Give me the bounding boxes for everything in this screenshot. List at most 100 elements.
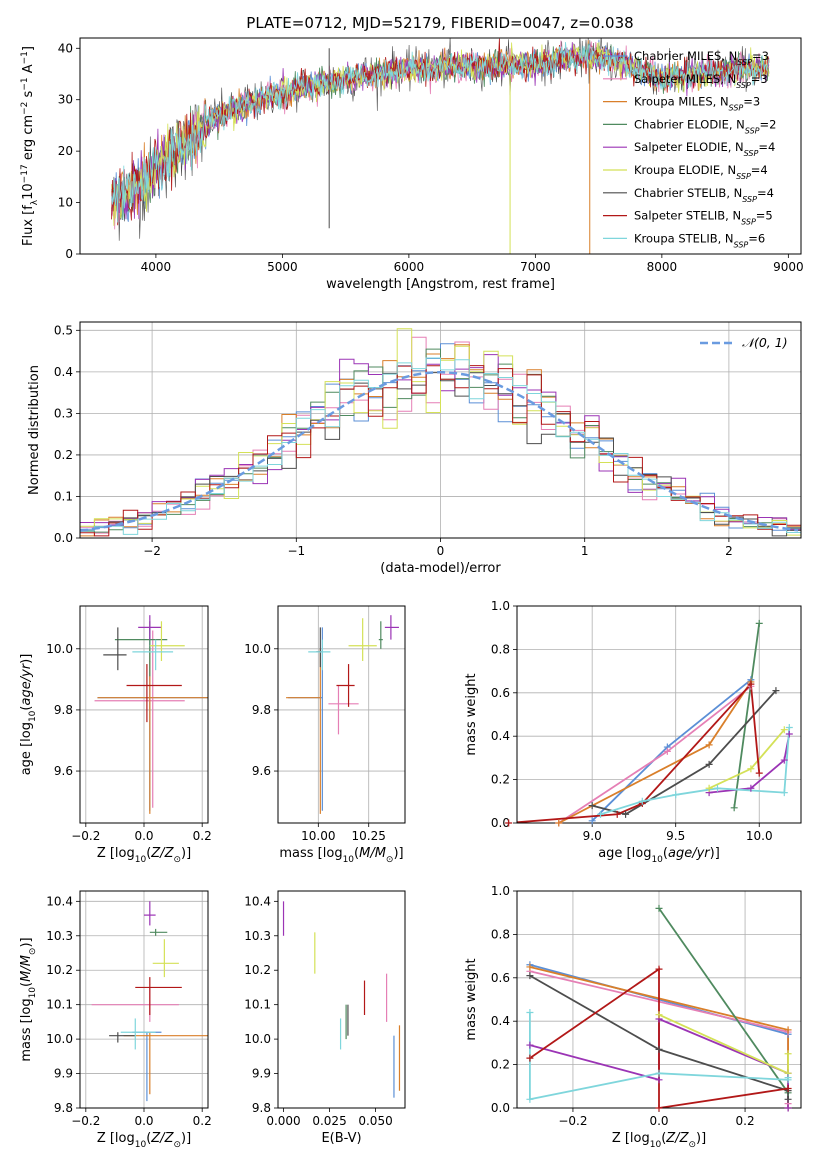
y-tick-label: 10.0 bbox=[244, 642, 271, 656]
errorbar-point-7 bbox=[316, 627, 323, 668]
y-tick-label: 10.4 bbox=[244, 894, 271, 908]
x-axis-label: Z [log10(Z/Z⊙)] bbox=[97, 1131, 191, 1150]
label-part: age/yr bbox=[668, 846, 711, 861]
y-tick-label: 0.2 bbox=[491, 773, 510, 787]
label-part: M/M bbox=[19, 955, 34, 982]
label-part: ( bbox=[354, 846, 359, 861]
x-tick-label: 10.25 bbox=[352, 829, 386, 843]
label-part: ⊙ bbox=[28, 948, 38, 956]
legend-count: =4 bbox=[757, 186, 774, 200]
errorbar-point-5 bbox=[144, 901, 156, 926]
legend-count: =3 bbox=[752, 49, 769, 63]
mass-weight-marker-8 bbox=[655, 965, 663, 973]
y-tick-label: 10.2 bbox=[46, 963, 73, 977]
mass-weight-marker-7 bbox=[705, 760, 713, 768]
label-part: 10 bbox=[343, 855, 355, 865]
y-axis-label: mass weight bbox=[464, 958, 479, 1040]
label-part: mass weight bbox=[464, 958, 479, 1040]
axes-frame bbox=[79, 37, 802, 255]
mass-weight-marker-9 bbox=[785, 724, 793, 732]
legend-label-8: Salpeter STELIB, NSSP=5 bbox=[634, 209, 773, 227]
legend-text: Salpeter ELODIE, N bbox=[634, 140, 744, 154]
legend-text: Chabrier MILES, N bbox=[634, 49, 737, 63]
errorbar-point-9 bbox=[308, 639, 331, 671]
label-part: age [log bbox=[598, 846, 651, 861]
mass-weight-line-1 bbox=[591, 679, 752, 822]
mass-weight-line-4 bbox=[733, 623, 761, 808]
legend-subscript: SSP bbox=[744, 149, 759, 158]
label-part: mass weight bbox=[464, 673, 479, 755]
legend-label-1: Chabrier MILES, NSSP=3 bbox=[634, 49, 769, 67]
mass-weight-marker-8 bbox=[747, 680, 755, 688]
x-tick-label: −0.2 bbox=[71, 1114, 100, 1128]
y-axis-label: mass weight bbox=[464, 673, 479, 755]
mass-weight-marker-1 bbox=[588, 817, 596, 825]
mass-weight-marker-6 bbox=[705, 784, 713, 792]
y-tick-label: 10.0 bbox=[244, 1032, 271, 1046]
x-tick-label: 0.000 bbox=[266, 1114, 300, 1128]
legend-text: Kroupa STELIB, N bbox=[634, 231, 734, 245]
plot-area bbox=[517, 623, 791, 823]
label-part: (data-model)/error bbox=[380, 561, 501, 576]
age-vs-mass-panel: 10.00 10.25 9.6 9.8 10.0 mass [log10(M/M⊙)] bbox=[244, 605, 406, 865]
label-part: Z/Z bbox=[150, 1131, 174, 1146]
legend-count: =5 bbox=[756, 209, 773, 223]
plot-area bbox=[91, 901, 208, 1102]
mass-weight-marker-5 bbox=[655, 1076, 663, 1084]
legend-text: Chabrier STELIB, N bbox=[634, 186, 742, 200]
mass-weight-marker-6 bbox=[784, 1050, 792, 1058]
mass-vs-reddening-panel: 0.000 0.025 0.050 9.8 9.9 10.0 10.1 10.2 10.3 10.… bbox=[244, 890, 406, 1146]
x-tick-label: 9.0 bbox=[583, 829, 602, 843]
label-part: 10 bbox=[21, 183, 36, 200]
x-tick-label: 0.0 bbox=[134, 829, 153, 843]
legend-text: Kroupa MILES, N bbox=[634, 95, 729, 109]
mass-weight-marker-5 bbox=[526, 1041, 534, 1049]
errorbar-point-1 bbox=[288, 627, 323, 811]
y-tick-label: 0.0 bbox=[491, 1101, 510, 1115]
errorbar-point-7 bbox=[109, 1032, 136, 1043]
mass-weight-marker-9 bbox=[713, 784, 721, 792]
mass-weight-marker-5 bbox=[747, 784, 755, 792]
label-part: ⊙ bbox=[173, 1140, 181, 1150]
y-tick-label: 9.8 bbox=[252, 1101, 271, 1115]
figure-title: PLATE=0712, MJD=52179, FIBERID=0047, z=0… bbox=[246, 14, 633, 32]
errorbar-point-8 bbox=[126, 664, 182, 723]
legend-text: Kroupa ELODIE, N bbox=[634, 163, 736, 177]
mass-weight-marker-4 bbox=[730, 804, 738, 812]
label-part: E(B-V) bbox=[321, 1131, 361, 1146]
y-tick-label: 9.8 bbox=[54, 703, 73, 717]
mass-weight-marker-8 bbox=[784, 1084, 792, 1092]
label-part: )] bbox=[710, 846, 720, 861]
age-vs-metallicity-panel: −0.2 0.0 0.29.69.810.0Z [log10(Z/Z⊙)]age [… bbox=[19, 605, 212, 865]
label-part: age/yr bbox=[19, 662, 34, 705]
label-part: −17 bbox=[20, 164, 30, 183]
label-part: ( bbox=[146, 846, 151, 861]
mass-weight-line-5 bbox=[709, 733, 791, 794]
label-part: λ bbox=[30, 199, 40, 205]
x-tick-label: 9.5 bbox=[666, 829, 685, 843]
legend-label-4: Chabrier ELODIE, NSSP=2 bbox=[634, 117, 776, 135]
plot-area bbox=[94, 615, 208, 814]
residual-histogram-panel: −2 −1 0 1 2 0.0 0.1 0.2 0.3 0.4 0.5 𝒩(0, 1) (data-mo… bbox=[27, 321, 802, 576]
legend-text: Salpeter MILES, N bbox=[634, 72, 736, 86]
y-tick-label: 9.8 bbox=[252, 703, 271, 717]
label-part: mass [log bbox=[279, 846, 342, 861]
y-tick-label: 9.8 bbox=[54, 1101, 73, 1115]
mass-weight-line-8 bbox=[517, 681, 761, 823]
y-axis-label: mass [log10(M/M⊙)] bbox=[19, 937, 38, 1061]
x-axis-label: Z [log10(Z/Z⊙)] bbox=[97, 846, 191, 865]
x-axis-label: E(B-V) bbox=[321, 1131, 361, 1146]
mass-weight-marker-2 bbox=[663, 747, 671, 755]
x-tick-label: 0 bbox=[437, 544, 445, 558]
y-tick-label: 10.2 bbox=[244, 963, 271, 977]
label-part: Z [log bbox=[97, 1131, 135, 1146]
legend-subscript: SSP bbox=[736, 172, 751, 181]
mass-weight-marker-6 bbox=[655, 1011, 663, 1019]
y-tick-label: 40 bbox=[58, 41, 73, 55]
mass-weight-line-7 bbox=[591, 689, 777, 816]
legend-subscript: SSP bbox=[745, 126, 760, 135]
mass-weight-marker-8 bbox=[526, 1054, 534, 1062]
errorbar-point-2 bbox=[328, 685, 359, 735]
errorbar-point-9 bbox=[120, 1018, 156, 1050]
errorbar-point-2 bbox=[91, 987, 179, 1022]
